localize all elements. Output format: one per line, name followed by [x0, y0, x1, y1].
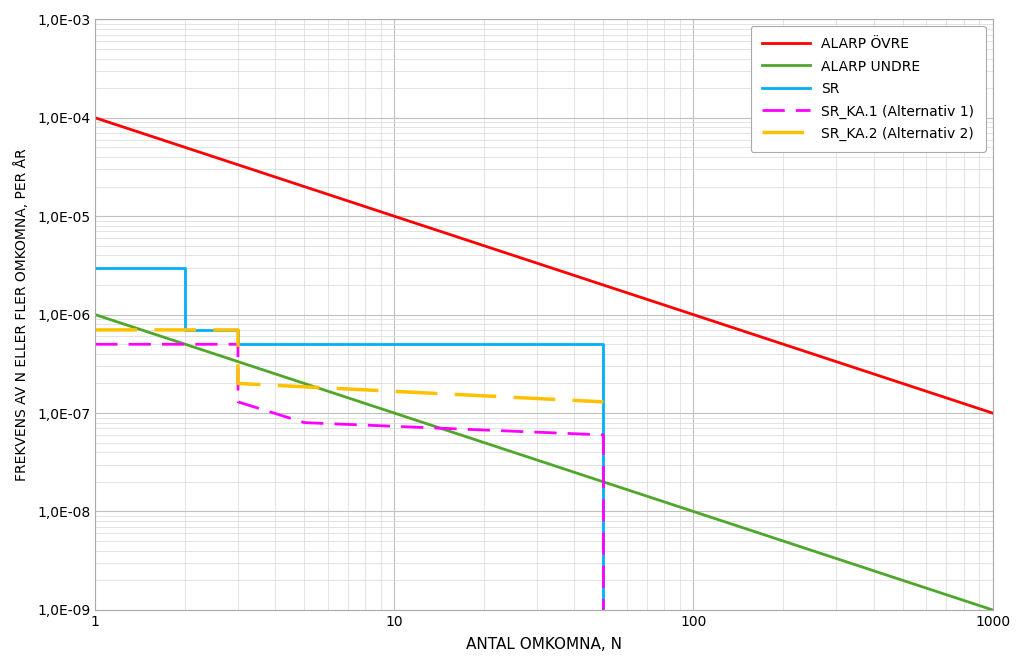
SR_KA.2 (Alternativ 2) — [231, 380, 244, 388]
SR_KA.2 (Alternativ 2) — [231, 326, 244, 334]
SR_KA.1 (Alternativ 1) — [597, 606, 609, 614]
SR — [89, 264, 101, 272]
SR_KA.1 (Alternativ 1) — [89, 340, 101, 348]
Legend: ALARP ÖVRE, ALARP UNDRE, SR, SR_KA.1 (Alternativ 1), SR_KA.2 (Alternativ 2): ALARP ÖVRE, ALARP UNDRE, SR, SR_KA.1 (Al… — [751, 27, 986, 152]
SR — [231, 326, 244, 334]
SR_KA.2 (Alternativ 2) — [597, 398, 609, 406]
SR_KA.2 (Alternativ 2) — [89, 326, 101, 334]
SR — [179, 326, 191, 334]
Line: SR_KA.2 (Alternativ 2): SR_KA.2 (Alternativ 2) — [95, 330, 603, 402]
Line: SR: SR — [95, 268, 603, 610]
SR_KA.1 (Alternativ 1) — [597, 606, 609, 614]
SR_KA.1 (Alternativ 1) — [231, 340, 244, 348]
SR — [597, 340, 609, 348]
SR — [597, 606, 609, 614]
SR_KA.2 (Alternativ 2) — [597, 398, 609, 406]
SR — [231, 340, 244, 348]
Y-axis label: FREKVENS AV N ELLER FLER OMKOMNA, PER ÅR: FREKVENS AV N ELLER FLER OMKOMNA, PER ÅR — [14, 149, 29, 481]
SR — [179, 264, 191, 272]
SR_KA.1 (Alternativ 1) — [231, 398, 244, 406]
SR_KA.1 (Alternativ 1) — [298, 419, 310, 427]
X-axis label: ANTAL OMKOMNA, N: ANTAL OMKOMNA, N — [466, 637, 622, 652]
Line: SR_KA.1 (Alternativ 1): SR_KA.1 (Alternativ 1) — [95, 344, 603, 610]
SR — [597, 606, 609, 614]
SR_KA.1 (Alternativ 1) — [597, 431, 609, 439]
